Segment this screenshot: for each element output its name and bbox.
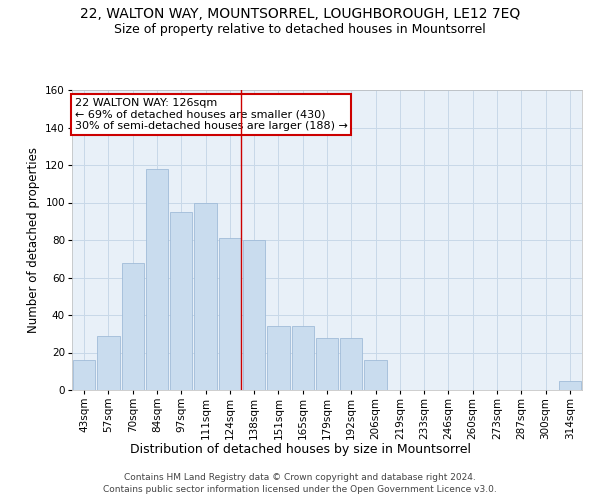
Bar [364, 360, 387, 390]
Bar [194, 202, 217, 390]
Bar [73, 360, 95, 390]
Bar [218, 238, 241, 390]
Text: 22 WALTON WAY: 126sqm
← 69% of detached houses are smaller (430)
30% of semi-det: 22 WALTON WAY: 126sqm ← 69% of detached … [74, 98, 347, 130]
Bar [122, 262, 144, 390]
Bar [243, 240, 265, 390]
Bar [170, 212, 193, 390]
Bar [146, 169, 168, 390]
Y-axis label: Number of detached properties: Number of detached properties [27, 147, 40, 333]
Bar [316, 338, 338, 390]
Bar [97, 336, 119, 390]
Text: Contains HM Land Registry data © Crown copyright and database right 2024.: Contains HM Land Registry data © Crown c… [124, 472, 476, 482]
Bar [267, 326, 290, 390]
Text: Size of property relative to detached houses in Mountsorrel: Size of property relative to detached ho… [114, 22, 486, 36]
Text: Distribution of detached houses by size in Mountsorrel: Distribution of detached houses by size … [130, 442, 470, 456]
Bar [292, 326, 314, 390]
Text: 22, WALTON WAY, MOUNTSORREL, LOUGHBOROUGH, LE12 7EQ: 22, WALTON WAY, MOUNTSORREL, LOUGHBOROUG… [80, 8, 520, 22]
Text: Contains public sector information licensed under the Open Government Licence v3: Contains public sector information licen… [103, 485, 497, 494]
Bar [559, 380, 581, 390]
Bar [340, 338, 362, 390]
